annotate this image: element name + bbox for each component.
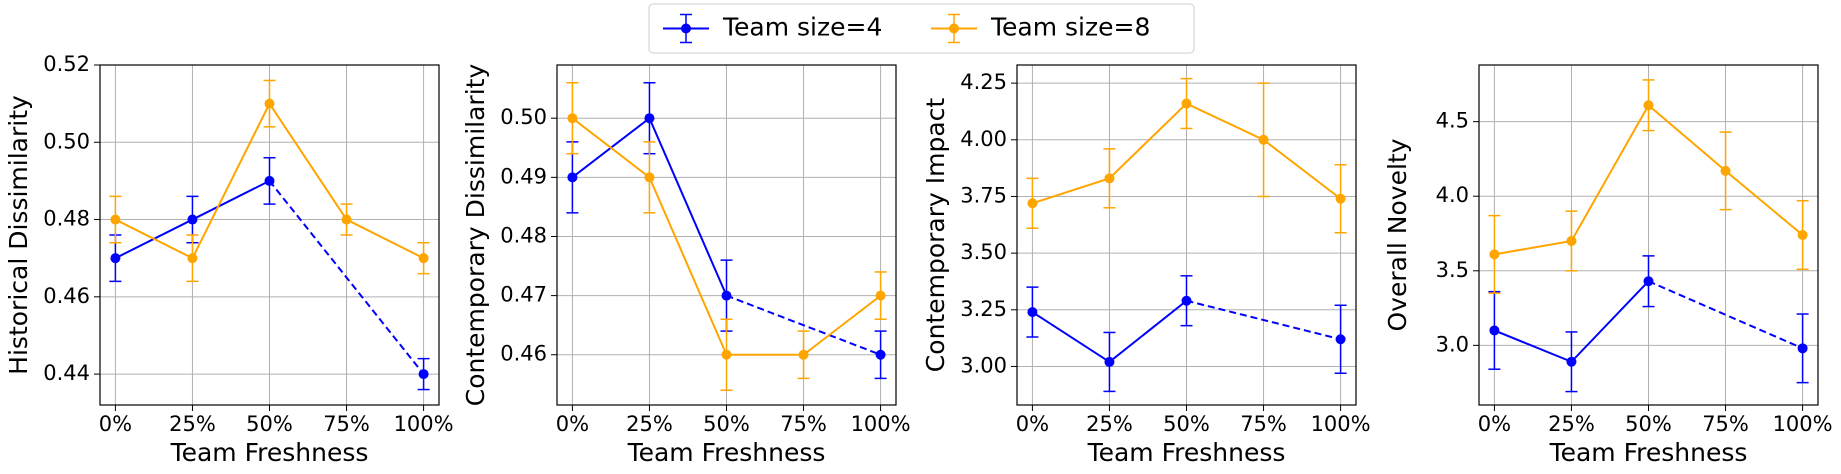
point xyxy=(644,113,655,124)
point xyxy=(875,349,886,360)
y-tick-label: 0.47 xyxy=(500,283,547,307)
point xyxy=(187,214,198,225)
point xyxy=(644,172,655,183)
axes-frame xyxy=(556,64,897,406)
gap-bridge xyxy=(1648,280,1803,350)
point xyxy=(875,290,886,301)
x-tick-label: 25% xyxy=(169,412,216,436)
y-tick-label: 0.50 xyxy=(43,129,90,153)
y-tick-label: 4.00 xyxy=(960,127,1007,151)
gap-bridge xyxy=(1186,299,1341,341)
x-tick-label: 25% xyxy=(626,412,673,436)
x-tick-label: 100% xyxy=(394,412,454,436)
point xyxy=(1797,343,1808,354)
y-tick-label: 0.44 xyxy=(43,361,90,385)
point xyxy=(1027,307,1038,318)
point xyxy=(418,253,429,264)
point xyxy=(1181,295,1192,306)
x-axis-label: Team Freshness xyxy=(170,438,369,467)
y-tick-label: 0.48 xyxy=(43,207,90,231)
point xyxy=(721,290,732,301)
gap-bridge xyxy=(726,294,881,356)
point xyxy=(1335,334,1346,345)
point xyxy=(110,214,121,225)
x-tick-label: 50% xyxy=(246,412,293,436)
y-tick-label: 0.52 xyxy=(43,52,90,76)
x-tick-label: 75% xyxy=(780,412,827,436)
y-axis-label: Overall Novelty xyxy=(1383,138,1412,331)
point xyxy=(1181,98,1192,109)
x-axis-label: Team Freshness xyxy=(1549,438,1748,467)
x-tick-label: 25% xyxy=(1548,412,1595,436)
axes-frame xyxy=(1016,64,1357,406)
point xyxy=(418,369,429,380)
y-tick-label: 4.0 xyxy=(1436,183,1469,207)
point xyxy=(1643,276,1654,287)
x-tick-label: 0% xyxy=(99,412,132,436)
y-tick-label: 3.0 xyxy=(1436,332,1469,356)
x-tick-label: 0% xyxy=(1016,412,1049,436)
axes-frame xyxy=(99,64,440,406)
point xyxy=(1489,325,1500,336)
y-tick-label: 3.00 xyxy=(960,353,1007,377)
y-axis-label: Contemporary Impact xyxy=(921,98,950,373)
x-tick-label: 75% xyxy=(1702,412,1749,436)
point xyxy=(1489,249,1500,260)
point xyxy=(1027,198,1038,209)
point xyxy=(187,253,198,264)
y-axis-label: Contemporary Dissimilarity xyxy=(461,64,490,407)
x-tick-label: 25% xyxy=(1086,412,1133,436)
point xyxy=(1335,193,1346,204)
y-tick-label: 3.25 xyxy=(960,297,1007,321)
x-tick-label: 75% xyxy=(323,412,370,436)
point xyxy=(1258,134,1269,145)
y-tick-label: 0.49 xyxy=(500,164,547,188)
y-tick-label: 4.5 xyxy=(1436,109,1469,133)
point xyxy=(567,113,578,124)
point xyxy=(110,253,121,264)
x-tick-label: 50% xyxy=(1625,412,1672,436)
legend-marker xyxy=(681,23,691,34)
point xyxy=(341,214,352,225)
point xyxy=(567,172,578,183)
axes-frame xyxy=(1478,64,1819,406)
x-tick-label: 50% xyxy=(1163,412,1210,436)
legend-box xyxy=(648,3,1195,54)
legend-label: Team size=4 xyxy=(722,13,882,42)
x-tick-label: 100% xyxy=(851,412,911,436)
x-axis-label: Team Freshness xyxy=(1087,438,1286,467)
y-tick-label: 3.5 xyxy=(1436,258,1469,282)
x-tick-label: 100% xyxy=(1311,412,1371,436)
y-tick-label: 4.25 xyxy=(960,70,1007,94)
point xyxy=(1720,165,1731,176)
y-tick-label: 0.48 xyxy=(500,223,547,247)
point xyxy=(1797,230,1808,240)
y-tick-label: 3.50 xyxy=(960,240,1007,264)
gap-bridge xyxy=(268,180,425,375)
point xyxy=(1643,100,1654,111)
x-tick-label: 50% xyxy=(703,412,750,436)
point xyxy=(1104,356,1115,367)
point xyxy=(1104,173,1115,184)
y-tick-label: 0.50 xyxy=(500,105,547,129)
legend-label: Team size=8 xyxy=(990,13,1150,42)
point xyxy=(264,98,275,109)
x-tick-label: 0% xyxy=(1478,412,1511,436)
x-axis-label: Team Freshness xyxy=(627,438,826,467)
y-tick-label: 0.46 xyxy=(500,342,547,366)
point xyxy=(264,175,275,186)
x-tick-label: 0% xyxy=(556,412,589,436)
point xyxy=(798,349,809,360)
point xyxy=(721,349,732,360)
x-tick-label: 75% xyxy=(1240,412,1287,436)
legend-marker xyxy=(949,23,959,34)
point xyxy=(1566,356,1577,367)
y-tick-label: 0.46 xyxy=(43,284,90,308)
y-tick-label: 3.75 xyxy=(960,183,1007,207)
x-tick-label: 100% xyxy=(1773,412,1833,436)
point xyxy=(1566,235,1577,246)
y-axis-label: Historical Dissimilarity xyxy=(4,95,33,375)
